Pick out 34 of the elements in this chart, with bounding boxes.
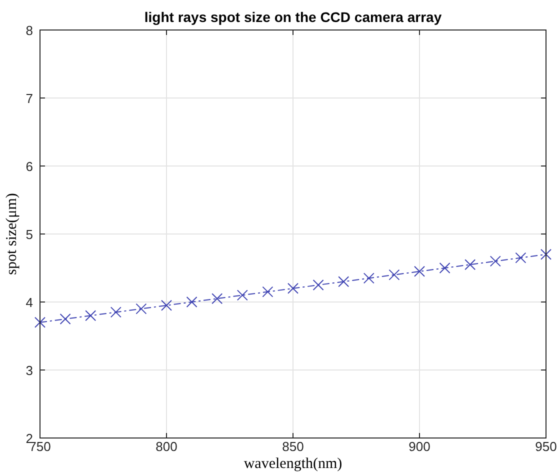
x-tick-label: 800 (156, 439, 178, 454)
y-axis-title: spot size(μm) (4, 193, 20, 275)
point (85, 310, 96, 322)
y-tick-label: 8 (26, 23, 33, 38)
point (388, 269, 400, 280)
point (312, 280, 324, 290)
point (110, 306, 122, 318)
point (414, 266, 425, 277)
point (136, 303, 147, 314)
x-tick-label: 850 (282, 439, 304, 454)
point (161, 300, 172, 311)
point (186, 296, 198, 308)
point (464, 259, 476, 270)
point (540, 248, 552, 260)
point (439, 262, 450, 274)
point (212, 293, 223, 304)
point (34, 316, 46, 328)
point (490, 256, 501, 267)
point (515, 252, 526, 264)
y-tick-label: 5 (26, 227, 33, 242)
point (288, 282, 298, 294)
point (363, 272, 374, 284)
y-tick-label: 3 (26, 363, 33, 378)
x-tick-label: 950 (535, 439, 557, 454)
y-tick-label: 6 (26, 159, 33, 174)
y-tick-label: 4 (26, 295, 33, 310)
chart-title: light rays spot size on the CCD camera array (144, 9, 442, 25)
point (262, 286, 274, 298)
point (338, 276, 350, 288)
point (236, 290, 248, 301)
x-tick-label: 900 (408, 439, 430, 454)
point (60, 314, 71, 324)
y-tick-label: 7 (26, 91, 33, 106)
x-axis-title: wavelength(nm) (244, 456, 342, 472)
